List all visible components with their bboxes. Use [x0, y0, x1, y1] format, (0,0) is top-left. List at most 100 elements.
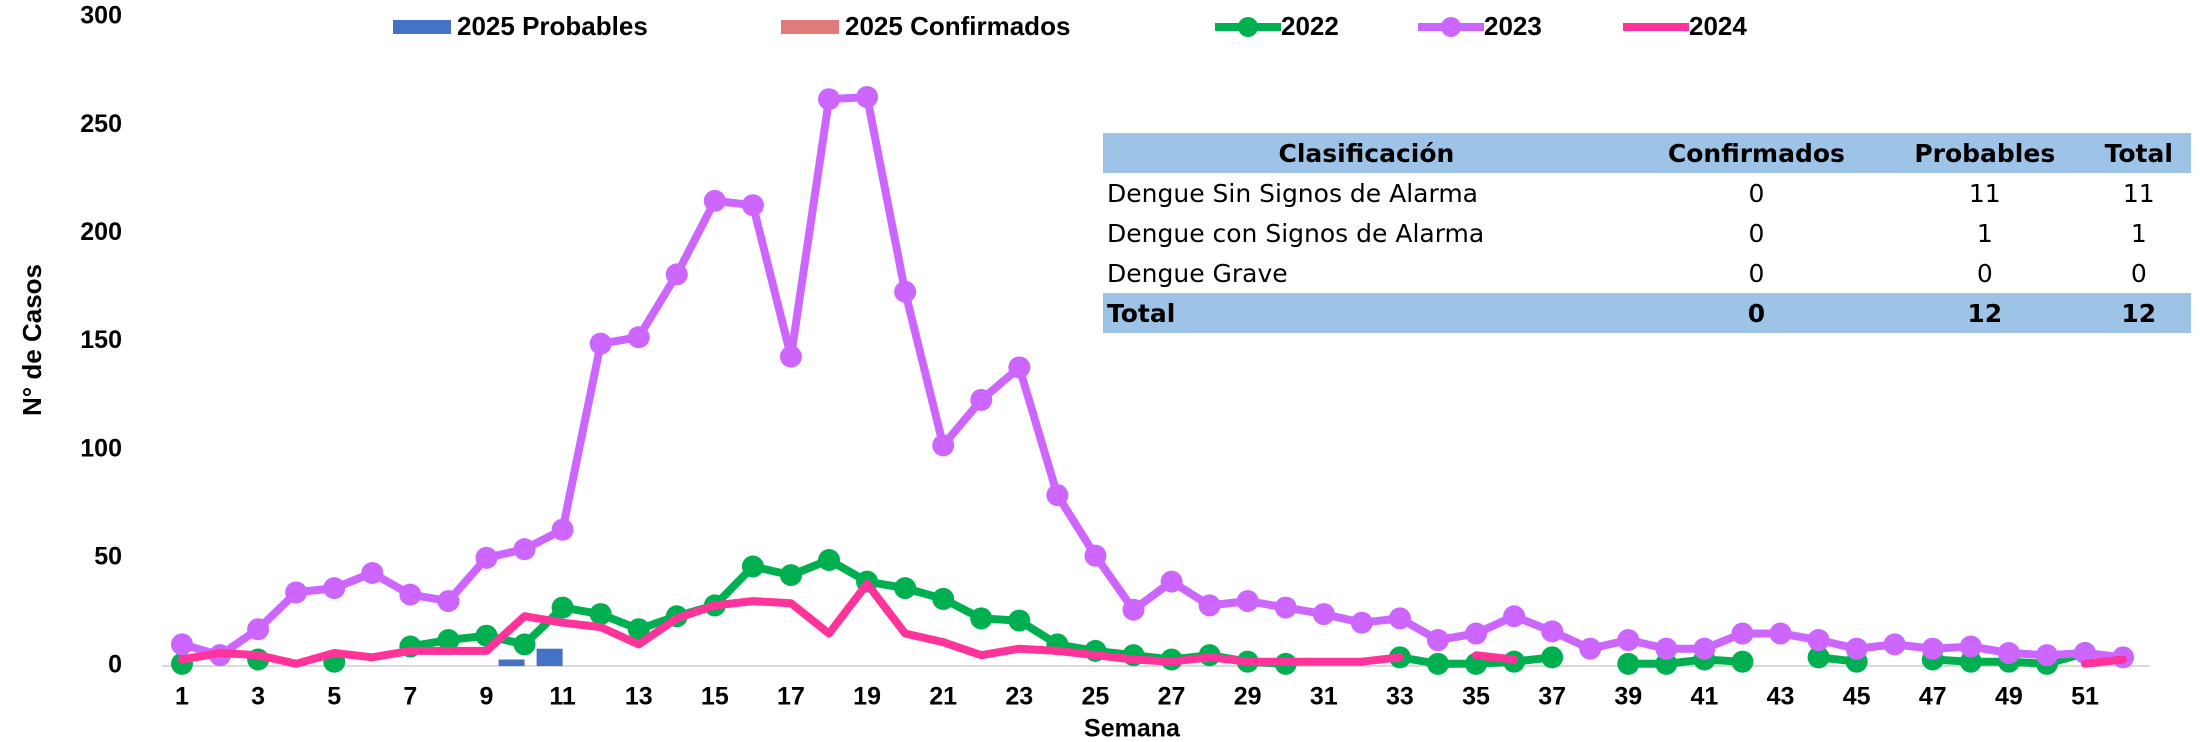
header-cell: Clasificación: [1103, 133, 1630, 173]
marker: [1465, 622, 1488, 645]
marker: [741, 555, 764, 578]
table-total-row: Total 0 12 12: [1103, 293, 2191, 333]
marker: [171, 633, 193, 656]
bar: [536, 648, 563, 666]
x-tick-label: 43: [1767, 683, 1795, 711]
x-tick-label: 23: [1005, 683, 1033, 711]
legend-item: 2023: [1418, 11, 1542, 41]
x-tick-label: 47: [1919, 683, 1947, 711]
x-tick-label: 7: [403, 683, 417, 711]
marker: [1312, 603, 1335, 626]
marker: [627, 326, 650, 349]
marker: [513, 538, 536, 561]
table-cell: 0: [1976, 258, 1993, 288]
table-cell: 0: [1748, 258, 1765, 288]
y-tick-label: 250: [80, 110, 122, 138]
summary-table: Clasificación Confirmados Probables Total De…: [1103, 133, 2191, 333]
marker: [779, 564, 802, 587]
legend-label: 2023: [1484, 11, 1542, 41]
x-tick-label: 51: [2071, 683, 2099, 711]
x-tick-label: 1: [175, 683, 189, 711]
marker: [475, 546, 498, 569]
line: [178, 579, 2128, 668]
marker: [779, 345, 802, 368]
table-cell: 0: [1748, 178, 1765, 208]
marker: [856, 86, 879, 109]
legend-marker: [1441, 17, 1461, 37]
marker: [1617, 652, 1640, 675]
marker: [1426, 629, 1449, 652]
marker: [1541, 620, 1564, 643]
table-cell: Dengue con Signos de Alarma: [1107, 218, 1485, 248]
marker: [818, 548, 841, 571]
marker: [1541, 646, 1564, 669]
header-cell: Probables: [1882, 133, 2087, 173]
line: [178, 93, 2128, 662]
marker: [323, 577, 346, 600]
marker: [1426, 652, 1449, 675]
legend-item: 2022: [1215, 11, 1339, 41]
x-tick-label: 39: [1614, 683, 1642, 711]
legend-marker: [1238, 17, 1258, 37]
legend-label: 2025 Probables: [457, 11, 648, 41]
marker: [818, 88, 841, 111]
table-header-row: Clasificación Confirmados Probables Total: [1103, 133, 2191, 173]
y-tick-label: 50: [94, 542, 122, 570]
y-tick-label: 300: [80, 2, 122, 30]
y-axis-title: N° de Casos: [17, 264, 47, 416]
legend-swatch: [393, 20, 451, 34]
marker: [1959, 635, 1982, 658]
marker: [1008, 356, 1031, 379]
marker: [361, 561, 384, 584]
x-tick-label: 37: [1538, 683, 1566, 711]
x-tick-label: 31: [1310, 683, 1338, 711]
total-cell: 12: [1882, 293, 2087, 333]
table-cell: Dengue Sin Signos de Alarma: [1107, 178, 1478, 208]
marker: [703, 189, 726, 212]
legend-label: 2022: [1281, 11, 1339, 41]
marker: [437, 629, 460, 652]
x-tick-label: 11: [549, 683, 576, 711]
marker: [247, 618, 270, 641]
marker: [1807, 629, 1830, 652]
marker: [1084, 544, 1107, 567]
marker: [1388, 607, 1411, 630]
marker: [1807, 646, 1830, 669]
marker: [551, 596, 574, 619]
marker: [589, 603, 612, 626]
marker: [1959, 650, 1982, 673]
x-tick-label: 17: [777, 683, 805, 711]
marker: [894, 280, 917, 303]
table-row: Dengue Grave 0 0 0: [1103, 253, 2191, 293]
legend-label: 2024: [1689, 11, 1747, 41]
table-cell: 0: [1748, 218, 1765, 248]
marker: [1579, 637, 1602, 660]
x-tick-label: 35: [1462, 683, 1490, 711]
marker: [2035, 644, 2058, 667]
x-tick-label: 49: [1995, 683, 2023, 711]
table-cell: 11: [2122, 178, 2155, 208]
marker: [513, 633, 536, 656]
marker: [1350, 611, 1373, 634]
marker: [1693, 637, 1716, 660]
legend-item: 2025 Probables: [393, 11, 648, 41]
marker: [1617, 629, 1640, 652]
marker: [1236, 590, 1259, 613]
x-tick-label: 13: [625, 683, 653, 711]
marker: [1883, 633, 1906, 656]
marker: [437, 590, 460, 613]
marker: [1731, 622, 1754, 645]
marker: [1046, 484, 1069, 507]
marker: [1198, 594, 1221, 617]
bar: [498, 659, 525, 666]
header-cell: Confirmados: [1629, 133, 1883, 173]
x-tick-label: 33: [1386, 683, 1414, 711]
x-tick-label: 19: [853, 683, 881, 711]
marker: [1997, 642, 2020, 665]
marker: [741, 194, 764, 217]
marker: [970, 388, 993, 411]
y-tick-label: 150: [80, 326, 122, 354]
x-axis-title: Semana: [1084, 715, 1181, 742]
marker: [1274, 596, 1297, 619]
